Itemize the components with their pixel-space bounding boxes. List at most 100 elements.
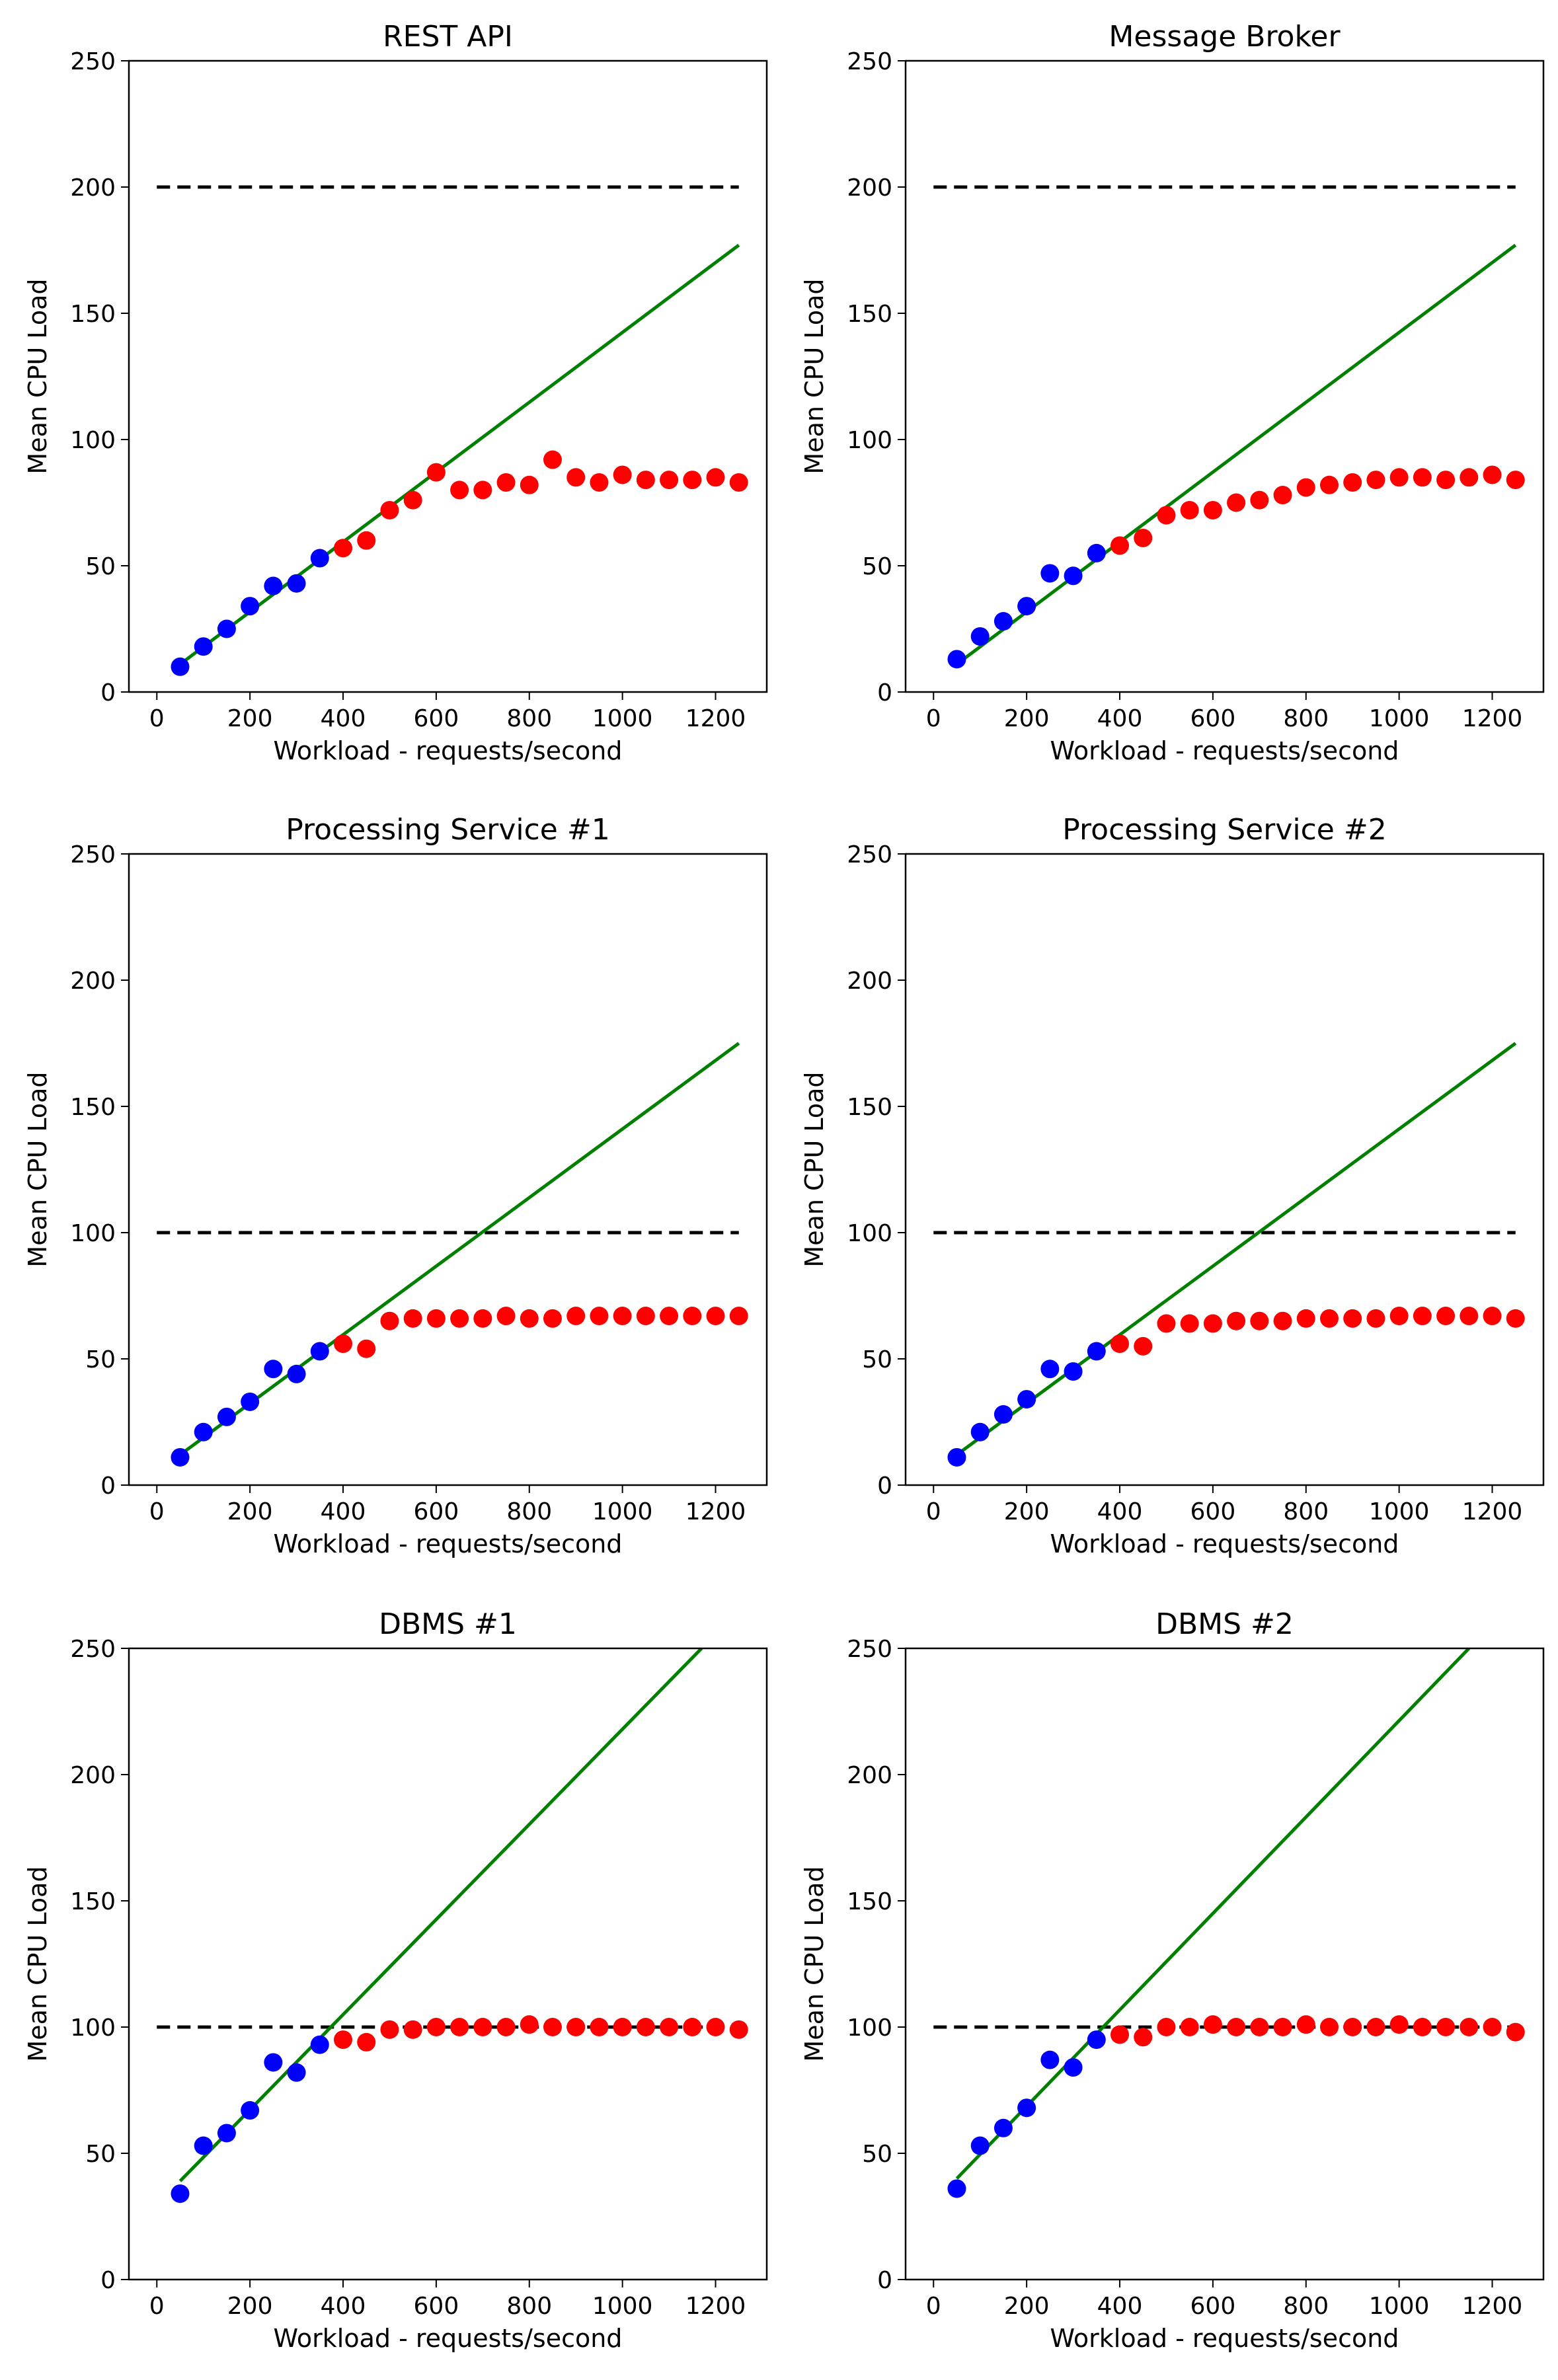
x-axis-label: Workload - requests/second — [1050, 2324, 1399, 2353]
baseline-point — [1017, 1390, 1036, 1409]
saturated-point — [1250, 490, 1269, 510]
subplot-title: Processing Service #2 — [1062, 813, 1386, 847]
subplot-title: DBMS #2 — [1155, 1607, 1294, 1641]
saturated-point — [1389, 1307, 1409, 1326]
x-tick-label: 600 — [414, 1498, 459, 1525]
baseline-point — [310, 2035, 329, 2054]
saturated-point — [357, 2032, 376, 2052]
saturated-point — [403, 1309, 422, 1328]
saturated-point — [1366, 1309, 1385, 1328]
plot-data — [933, 185, 1525, 669]
saturated-point — [1273, 2018, 1292, 2036]
saturated-point — [380, 1311, 399, 1330]
saturated-point — [636, 2018, 655, 2036]
saturated-point — [1436, 2018, 1456, 2036]
y-tick-label: 100 — [70, 1220, 116, 1247]
y-tick-label: 200 — [70, 174, 116, 202]
saturated-point — [520, 1309, 539, 1328]
baseline-point — [171, 2184, 190, 2204]
saturated-point — [473, 2018, 492, 2036]
x-tick-label: 400 — [1097, 1498, 1143, 1525]
saturated-point — [1460, 1307, 1479, 1326]
y-tick-label: 150 — [70, 1888, 116, 1915]
saturated-point — [450, 480, 469, 500]
x-tick-label: 600 — [1190, 705, 1236, 732]
x-axis-label: Workload - requests/second — [1050, 736, 1399, 765]
saturated-point — [543, 450, 562, 469]
saturated-point — [566, 1307, 586, 1326]
baseline-point — [194, 637, 213, 656]
y-tick-label: 50 — [862, 2141, 892, 2168]
y-tick-label: 250 — [70, 841, 116, 868]
x-tick-label: 800 — [506, 1498, 552, 1525]
saturated-point — [729, 473, 748, 492]
y-tick-label: 250 — [70, 1636, 116, 1663]
saturated-point — [543, 2018, 562, 2036]
x-tick-label: 0 — [149, 705, 165, 732]
y-tick-label: 0 — [877, 1473, 892, 1500]
baseline-point — [1040, 2050, 1060, 2069]
fit-line — [178, 1042, 740, 1457]
y-tick-label: 250 — [847, 48, 892, 75]
saturated-point — [1134, 2028, 1153, 2047]
saturated-point — [1483, 2018, 1502, 2036]
baseline-point — [1087, 2030, 1106, 2050]
y-tick-label: 150 — [847, 1888, 892, 1915]
saturated-point — [1389, 468, 1409, 487]
y-tick-label: 100 — [70, 2015, 116, 2042]
saturated-point — [334, 2030, 353, 2050]
baseline-point — [1017, 597, 1036, 616]
y-tick-label: 250 — [847, 841, 892, 868]
baseline-point — [310, 549, 329, 568]
x-tick-label: 200 — [1004, 705, 1050, 732]
saturated-point — [1483, 465, 1502, 484]
saturated-point — [636, 1307, 655, 1326]
saturated-point — [1250, 2018, 1269, 2036]
saturated-point — [1343, 1309, 1362, 1328]
saturated-point — [660, 471, 679, 490]
x-tick-label: 800 — [506, 705, 552, 732]
saturated-point — [403, 2020, 422, 2039]
x-tick-label: 0 — [149, 1498, 165, 1525]
baseline-point — [194, 2136, 213, 2155]
saturated-point — [613, 465, 632, 484]
saturated-point — [1483, 1307, 1502, 1326]
saturated-point — [1203, 500, 1222, 519]
saturated-point — [357, 531, 376, 550]
saturated-point — [1296, 478, 1315, 497]
baseline-point — [171, 657, 190, 676]
saturated-point — [1180, 500, 1199, 519]
saturated-point — [380, 2020, 399, 2039]
fit-line — [955, 1648, 1471, 2180]
x-tick-label: 0 — [926, 2293, 941, 2320]
saturated-point — [520, 475, 539, 494]
saturated-point — [1250, 1311, 1269, 1330]
y-tick-label: 0 — [877, 679, 892, 707]
y-axis-label: Mean CPU Load — [23, 1866, 52, 2061]
saturated-point — [450, 1309, 469, 1328]
y-tick-label: 50 — [85, 2141, 116, 2168]
baseline-point — [993, 612, 1013, 631]
saturated-point — [1343, 473, 1362, 492]
x-tick-label: 1000 — [1369, 2293, 1430, 2320]
y-tick-label: 50 — [85, 553, 116, 580]
plot-data — [933, 1648, 1525, 2198]
x-tick-label: 0 — [149, 2293, 165, 2320]
saturated-point — [1157, 1314, 1176, 1333]
x-tick-label: 1200 — [685, 1498, 746, 1525]
x-tick-label: 200 — [227, 1498, 273, 1525]
baseline-point — [264, 1360, 283, 1379]
baseline-point — [217, 619, 236, 638]
subplot-1: REST API 0 50 100 150 200 250 0 200 400 600 800 1000… — [23, 20, 768, 765]
saturated-point — [426, 2018, 446, 2036]
baseline-point — [947, 2179, 966, 2198]
saturated-point — [613, 2018, 632, 2036]
x-tick-label: 0 — [926, 705, 941, 732]
saturated-point — [1319, 475, 1339, 494]
axes-frame — [904, 853, 1545, 1486]
plot-data — [157, 1648, 748, 2204]
saturated-point — [1110, 536, 1130, 555]
x-tick-label: 1000 — [1369, 1498, 1430, 1525]
saturated-point — [520, 2015, 539, 2034]
subplot-title: Message Broker — [1109, 20, 1341, 54]
